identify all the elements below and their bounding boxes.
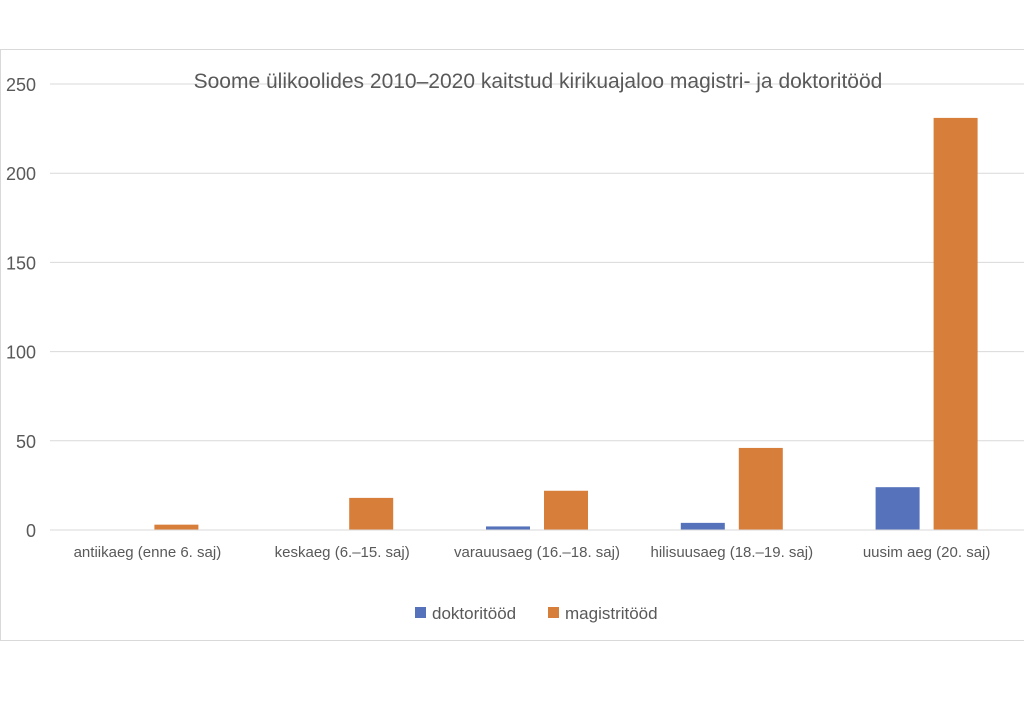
gridlines — [50, 83, 1024, 442]
y-tick-label: 150 — [6, 253, 36, 273]
y-tick-label: 50 — [16, 432, 36, 452]
chart-border — [0, 49, 1024, 641]
bars — [154, 117, 978, 530]
x-tick-label: keskaeg (6.–15. saj) — [275, 544, 410, 561]
bar-doktoritööd-3 — [680, 522, 725, 530]
bar-magistritööd-0 — [154, 524, 199, 530]
y-tick-label: 0 — [26, 521, 36, 541]
x-tick-label: antiikaeg (enne 6. saj) — [74, 544, 222, 561]
y-tick-label: 100 — [6, 343, 36, 363]
x-tick-label: hilisuusaeg (18.–19. saj) — [650, 544, 813, 561]
x-tick-label: uusim aeg (20. saj) — [863, 544, 991, 561]
legend-label: doktoritööd — [432, 604, 516, 623]
bar-doktoritööd-4 — [875, 487, 920, 530]
bar-magistritööd-4 — [933, 117, 978, 530]
bar-magistritööd-3 — [738, 447, 783, 530]
legend: doktoritööd magistritööd — [415, 604, 658, 623]
y-axis-ticks: 0 50 100 150 200 250 — [6, 75, 36, 541]
x-axis-ticks: antiikaeg (enne 6. saj) keskaeg (6.–15. s… — [74, 544, 991, 561]
y-tick-label: 200 — [6, 164, 36, 184]
bar-magistritööd-2 — [544, 490, 588, 530]
bar-magistritööd-1 — [349, 497, 394, 530]
legend-swatch-magistritööd — [548, 607, 559, 618]
legend-label: magistritööd — [565, 604, 658, 623]
bar-doktoritööd-2 — [486, 526, 530, 530]
legend-swatch-doktoritööd — [415, 607, 426, 618]
y-tick-label: 250 — [6, 75, 36, 95]
x-tick-label: varauusaeg (16.–18. saj) — [454, 544, 620, 561]
chart-title: Soome ülikoolides 2010–2020 kaitstud kir… — [194, 70, 883, 93]
